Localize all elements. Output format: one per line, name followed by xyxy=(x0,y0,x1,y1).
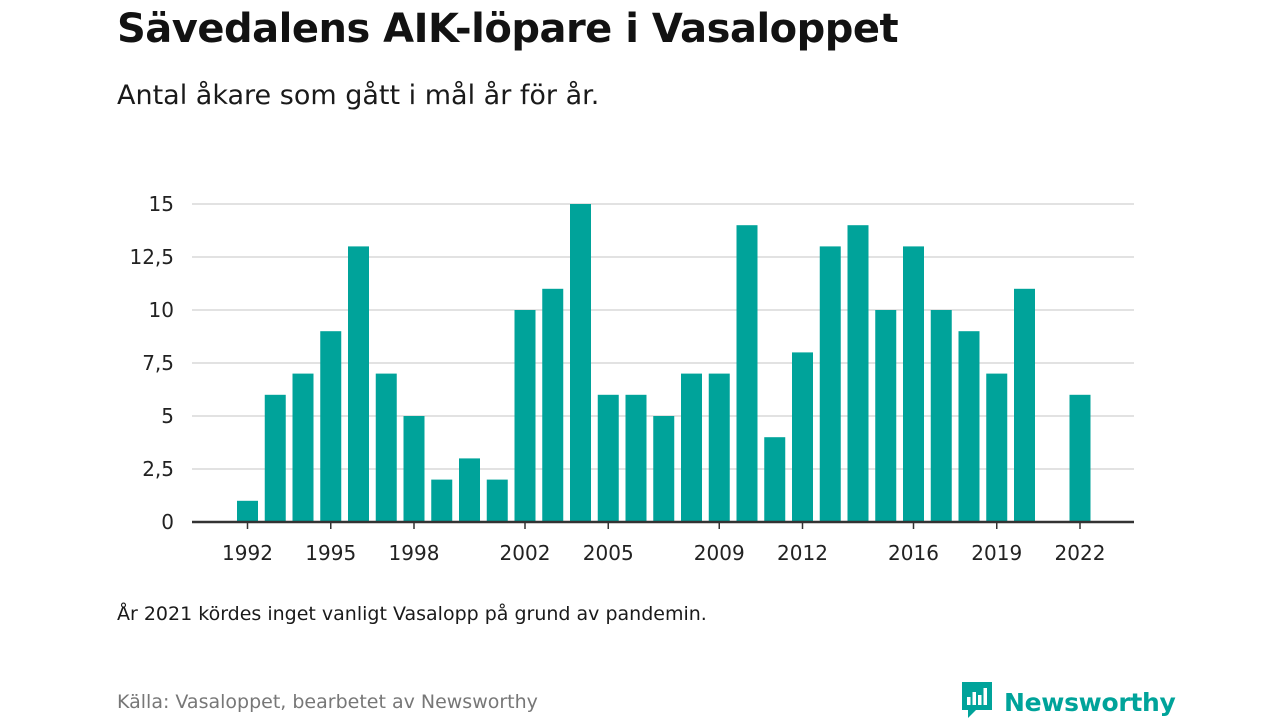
x-tick-label: 2009 xyxy=(694,541,745,565)
bar-2012 xyxy=(792,352,813,522)
bar-2015 xyxy=(875,310,897,522)
x-tick-label: 2022 xyxy=(1055,541,1106,565)
bar-1998 xyxy=(403,416,425,522)
x-tick-label: 2002 xyxy=(500,541,551,565)
bar-1993 xyxy=(264,394,286,522)
bar-2019 xyxy=(986,373,1008,522)
bars xyxy=(237,204,1091,522)
y-tick-label: 7,5 xyxy=(142,351,174,375)
x-tick-label: 2016 xyxy=(888,541,939,565)
y-tick-label: 10 xyxy=(149,298,174,322)
x-tick-label: 2005 xyxy=(583,541,634,565)
y-tick-label: 0 xyxy=(161,510,174,534)
bar-1997 xyxy=(375,373,397,522)
bar-2018 xyxy=(958,331,980,522)
bar-1992 xyxy=(237,500,258,522)
bar-2009 xyxy=(708,373,730,522)
bar-1994 xyxy=(292,373,314,522)
bar-2020 xyxy=(1014,288,1035,522)
bar-2002 xyxy=(514,310,536,522)
bar-2003 xyxy=(542,288,564,522)
x-tick-label: 2019 xyxy=(971,541,1022,565)
newsworthy-logo-icon xyxy=(960,680,994,724)
chart-footnote: År 2021 kördes inget vanligt Vasalopp på… xyxy=(117,603,707,625)
bar-2006 xyxy=(625,394,647,522)
y-tick-label: 2,5 xyxy=(142,457,174,481)
brand-logo[interactable]: Newsworthy xyxy=(960,680,1176,724)
bar-2011 xyxy=(764,437,786,522)
x-tick-label: 1992 xyxy=(222,541,273,565)
bar-2010 xyxy=(736,225,758,522)
x-tick-label: 2012 xyxy=(777,541,828,565)
bar-2005 xyxy=(597,394,619,522)
x-tick-label: 1995 xyxy=(305,541,356,565)
y-axis-ticks: 0 2,5 5 7,5 10 12,5 15 xyxy=(129,192,174,534)
bar-2004 xyxy=(570,204,591,522)
bar-1996 xyxy=(348,246,369,522)
y-tick-label: 5 xyxy=(161,404,174,428)
bar-2008 xyxy=(681,373,702,522)
bar-2022 xyxy=(1069,394,1091,522)
chart-subtitle: Antal åkare som gått i mål år för år. xyxy=(117,80,600,111)
bar-2014 xyxy=(847,225,869,522)
chart-title: Sävedalens AIK-löpare i Vasaloppet xyxy=(117,6,899,52)
bar-chart: 0 2,5 5 7,5 10 12,5 15 1992 1995 1998 2002 2005 200… xyxy=(129,192,1134,565)
x-axis-ticks: 1992 1995 1998 2002 2005 2009 2012 2016 2019 2022 xyxy=(222,522,1105,565)
y-tick-label: 12,5 xyxy=(129,245,174,269)
bar-2007 xyxy=(653,416,675,522)
bar-2001 xyxy=(486,479,508,522)
bar-2017 xyxy=(930,310,952,522)
bar-2000 xyxy=(459,458,480,522)
bar-1999 xyxy=(431,479,453,522)
bar-2016 xyxy=(903,246,924,522)
source-credit: Källa: Vasaloppet, bearbetet av Newswort… xyxy=(117,691,538,713)
brand-name: Newsworthy xyxy=(1004,687,1176,717)
bar-1995 xyxy=(320,331,342,522)
y-tick-label: 15 xyxy=(149,192,174,216)
bar-2013 xyxy=(819,246,841,522)
x-tick-label: 1998 xyxy=(389,541,440,565)
